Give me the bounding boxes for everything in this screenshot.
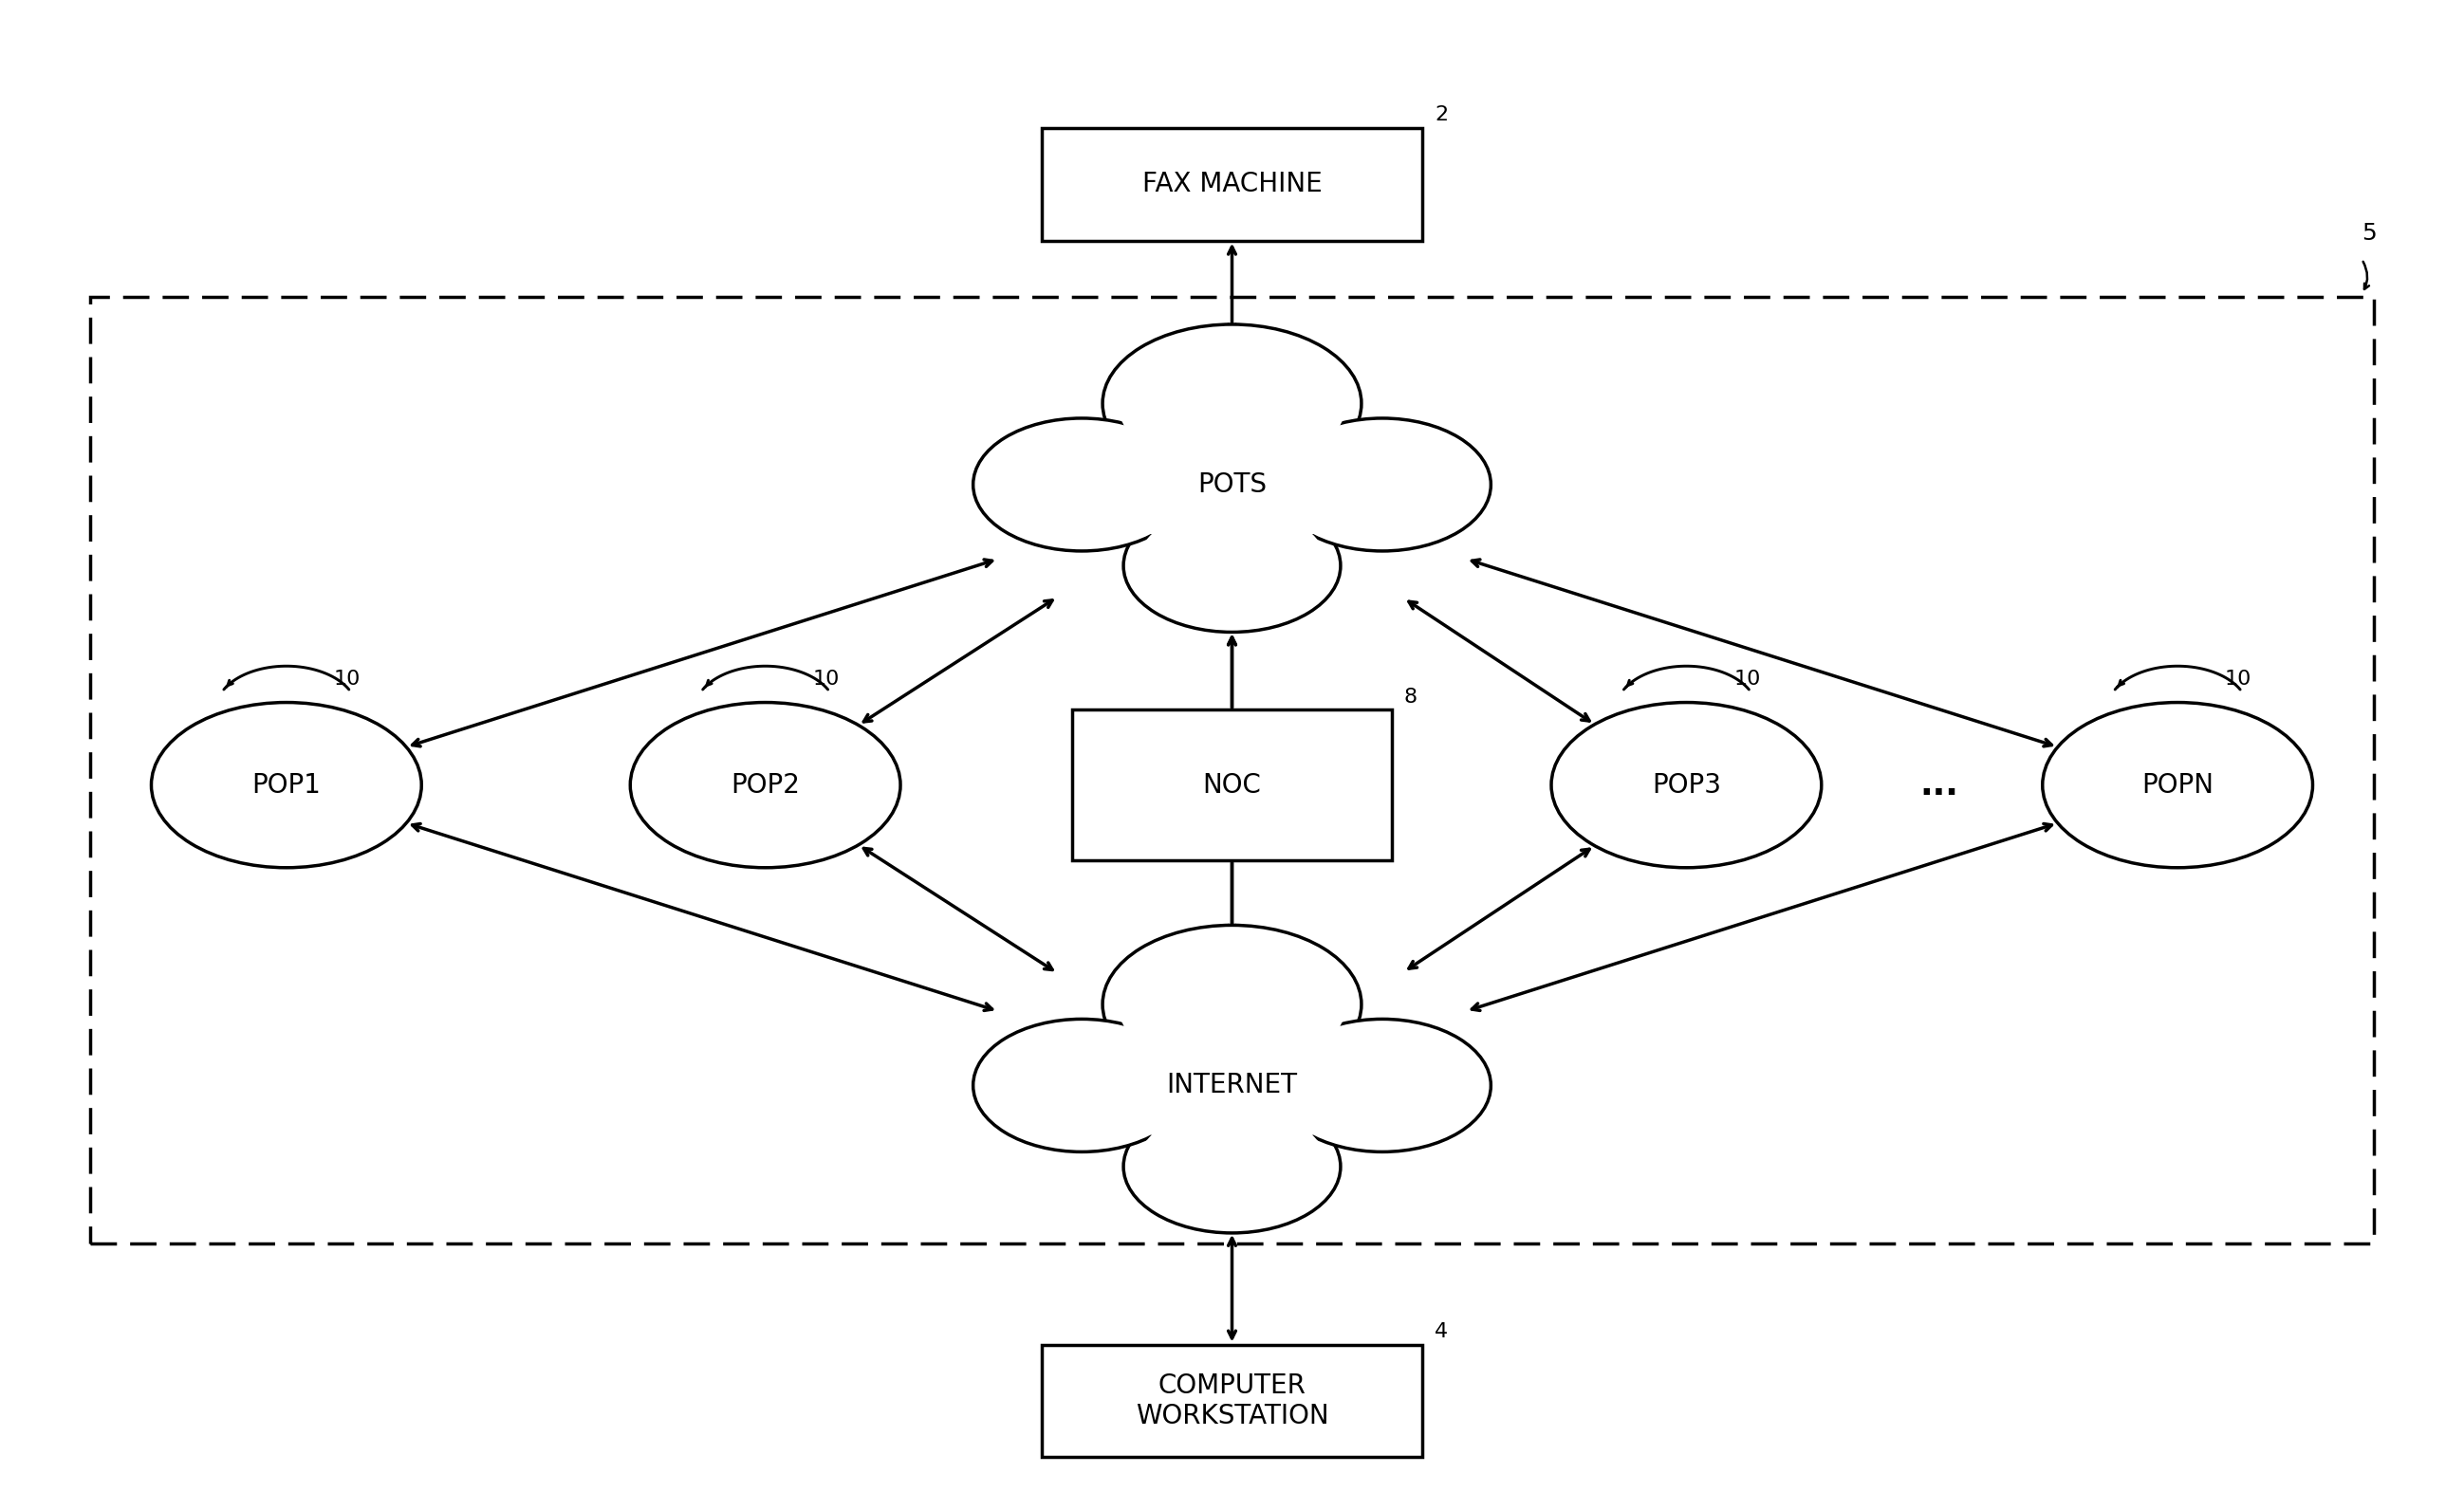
Circle shape [1136,1108,1328,1225]
Text: FAX MACHINE: FAX MACHINE [1141,171,1323,198]
Bar [89,297,2375,1243]
Circle shape [973,418,1190,551]
Text: 10: 10 [333,669,360,689]
Circle shape [1101,926,1363,1084]
Circle shape [1286,426,1478,544]
Ellipse shape [1096,1012,1368,1158]
Text: POPN: POPN [2141,772,2213,799]
Circle shape [2043,702,2314,868]
Text: POP1: POP1 [251,772,320,799]
Ellipse shape [1106,1021,1358,1151]
Text: 2: 2 [1434,106,1449,124]
Bar [1072,710,1392,861]
Circle shape [986,1027,1178,1145]
Bar [1042,1344,1422,1457]
Text: COMPUTER
WORKSTATION: COMPUTER WORKSTATION [1136,1373,1328,1430]
Text: POP3: POP3 [1651,772,1720,799]
Text: POTS: POTS [1198,471,1266,498]
Circle shape [1124,1101,1340,1234]
Text: ...: ... [1919,769,1959,802]
Circle shape [986,426,1178,544]
Circle shape [973,1019,1190,1152]
Ellipse shape [1096,411,1368,557]
Text: 10: 10 [2225,669,2252,689]
Circle shape [150,702,421,868]
Bar [1042,128,1422,240]
Circle shape [1286,1027,1478,1145]
Text: 8: 8 [1404,687,1417,707]
Text: 10: 10 [813,669,840,689]
Text: 10: 10 [1735,669,1762,689]
Text: NOC: NOC [1202,772,1262,799]
Text: POP2: POP2 [732,772,801,799]
Circle shape [1136,507,1328,624]
Circle shape [1101,325,1363,483]
Text: INTERNET: INTERNET [1165,1072,1299,1099]
Text: 5: 5 [2363,222,2378,245]
Circle shape [1274,1019,1491,1152]
Circle shape [631,702,899,868]
Text: 4: 4 [1434,1321,1449,1341]
Circle shape [1119,935,1345,1074]
Circle shape [1274,418,1491,551]
Circle shape [1552,702,1821,868]
Circle shape [1119,334,1345,473]
Ellipse shape [1106,420,1358,550]
Circle shape [1124,500,1340,633]
